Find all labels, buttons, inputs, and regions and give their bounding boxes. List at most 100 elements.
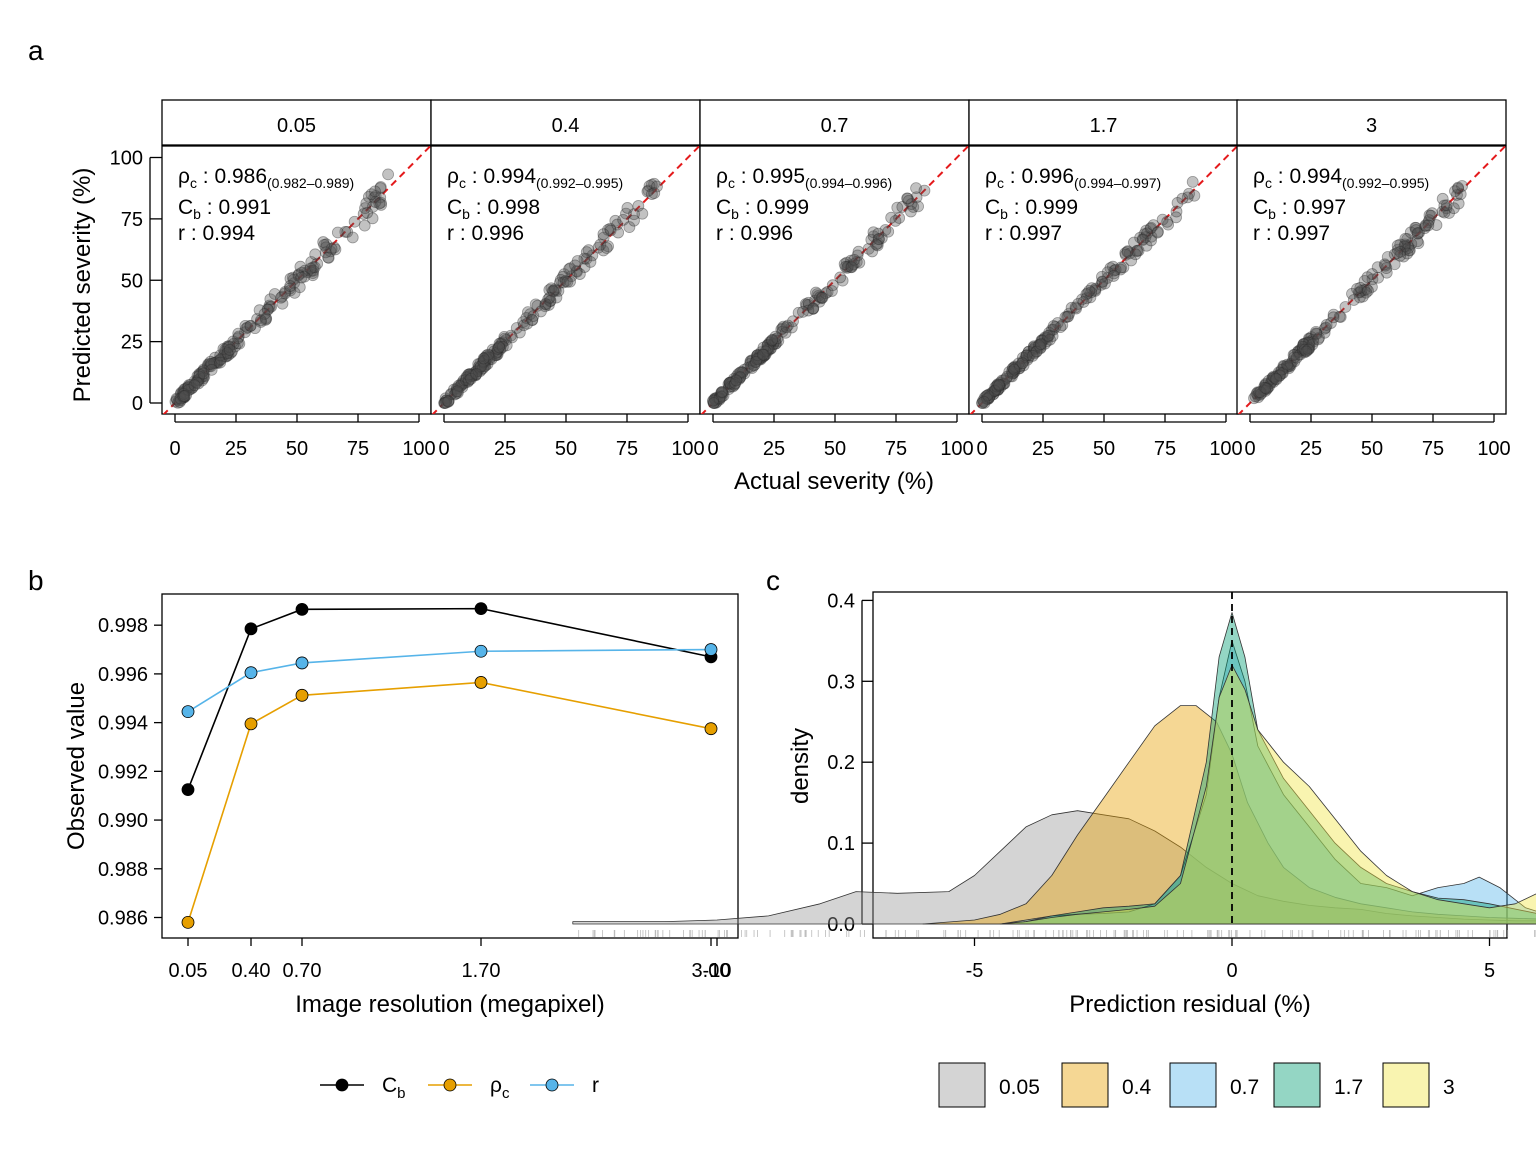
scatter-point: [751, 349, 764, 361]
y-axis-title: Observed value: [63, 682, 90, 850]
scatter-point: [989, 381, 1002, 394]
scatter-point: [1360, 283, 1373, 296]
scatter-point: [1089, 284, 1101, 296]
scatter-point: [988, 384, 1001, 397]
scatter-point: [1288, 348, 1301, 361]
scatter-point: [1022, 345, 1035, 358]
series-line: [187, 607, 712, 790]
scatter-point: [753, 351, 766, 364]
scatter-point: [442, 394, 455, 407]
scatter-point: [317, 236, 330, 248]
scatter-point: [1260, 378, 1273, 391]
scatter-point: [1062, 310, 1075, 323]
scatter-point: [597, 231, 610, 244]
scatter-point: [450, 385, 463, 398]
stat-rho-c: ρc : 0.994(0.992–0.995): [447, 165, 623, 191]
scatter-point: [1033, 338, 1046, 351]
scatter-point: [182, 384, 195, 396]
scatter-point: [1022, 345, 1035, 358]
scatter-point: [492, 342, 505, 355]
scatter-point: [1297, 338, 1310, 350]
scatter-point: [1096, 270, 1108, 283]
identity-line: [969, 146, 1238, 414]
scatter-point: [761, 343, 773, 356]
scatter-point: [1303, 336, 1316, 349]
scatter-point: [1293, 346, 1306, 358]
scatter-point: [170, 392, 183, 405]
scatter-point: [564, 275, 576, 288]
scatter-point: [980, 390, 993, 403]
scatter-point: [918, 184, 931, 197]
scatter-point: [298, 270, 311, 283]
scatter-point: [612, 226, 625, 239]
scatter-point: [1034, 341, 1047, 354]
scatter-point: [1045, 323, 1058, 336]
scatter-point: [747, 359, 760, 372]
scatter-point: [826, 285, 838, 297]
scatter-point: [439, 392, 452, 405]
facet-points: [976, 176, 1201, 409]
scatter-point: [1438, 199, 1451, 212]
scatter-point: [467, 369, 480, 382]
scatter-point: [989, 385, 1002, 398]
scatter-point: [470, 365, 482, 378]
scatter-point: [1355, 284, 1368, 297]
scatter-point: [1106, 260, 1119, 273]
scatter-point: [1280, 360, 1293, 373]
scatter-point: [477, 355, 490, 367]
scatter-point: [217, 350, 230, 363]
scatter-point: [1436, 205, 1449, 218]
scatter-point: [1266, 371, 1279, 384]
scatter-point: [1303, 341, 1315, 354]
scatter-point: [752, 352, 764, 365]
scatter-point: [461, 375, 474, 388]
scatter-point: [709, 393, 721, 406]
scatter-point: [482, 350, 495, 363]
scatter-point: [494, 342, 507, 354]
scatter-point: [219, 350, 232, 363]
scatter-point: [782, 319, 794, 332]
scatter-point: [445, 388, 458, 401]
scatter-point: [873, 233, 885, 245]
stat-rho-c: ρc : 0.995(0.994–0.996): [716, 165, 892, 191]
scatter-point: [224, 347, 237, 359]
stat-r: r : 0.997: [1253, 222, 1330, 245]
scatter-point: [186, 381, 199, 394]
scatter-point: [543, 291, 556, 304]
scatter-point: [711, 391, 724, 404]
scatter-point: [1419, 219, 1432, 232]
scatter-point: [1119, 248, 1132, 261]
scatter-point: [1346, 287, 1358, 300]
scatter-point: [197, 363, 210, 376]
scatter-point: [1297, 338, 1310, 350]
scatter-point: [807, 302, 819, 315]
scatter-point: [374, 196, 387, 209]
scatter-point: [1372, 271, 1385, 284]
scatter-point: [318, 239, 331, 251]
scatter-point: [753, 352, 766, 365]
scatter-point: [1404, 226, 1417, 239]
scatter-point: [753, 348, 766, 361]
scatter-point: [709, 392, 721, 405]
scatter-point: [1255, 387, 1268, 400]
scatter-point: [1030, 345, 1043, 358]
scatter-point: [611, 218, 624, 231]
scatter-point: [213, 353, 226, 366]
series-point: [181, 915, 195, 929]
scatter-point: [462, 374, 475, 387]
scatter-point: [542, 293, 555, 306]
scatter-point: [227, 338, 240, 350]
scatter-point: [834, 271, 847, 284]
scatter-point: [259, 313, 272, 326]
scatter-point: [724, 378, 737, 390]
scatter-point: [1303, 338, 1316, 351]
identity-line: [431, 146, 700, 414]
scatter-point: [205, 363, 218, 376]
scatter-point: [284, 280, 297, 292]
scatter-point: [1296, 344, 1309, 356]
scatter-point: [767, 337, 780, 350]
scatter-point: [836, 274, 849, 287]
scatter-point: [1354, 281, 1367, 294]
scatter-point: [244, 320, 257, 333]
